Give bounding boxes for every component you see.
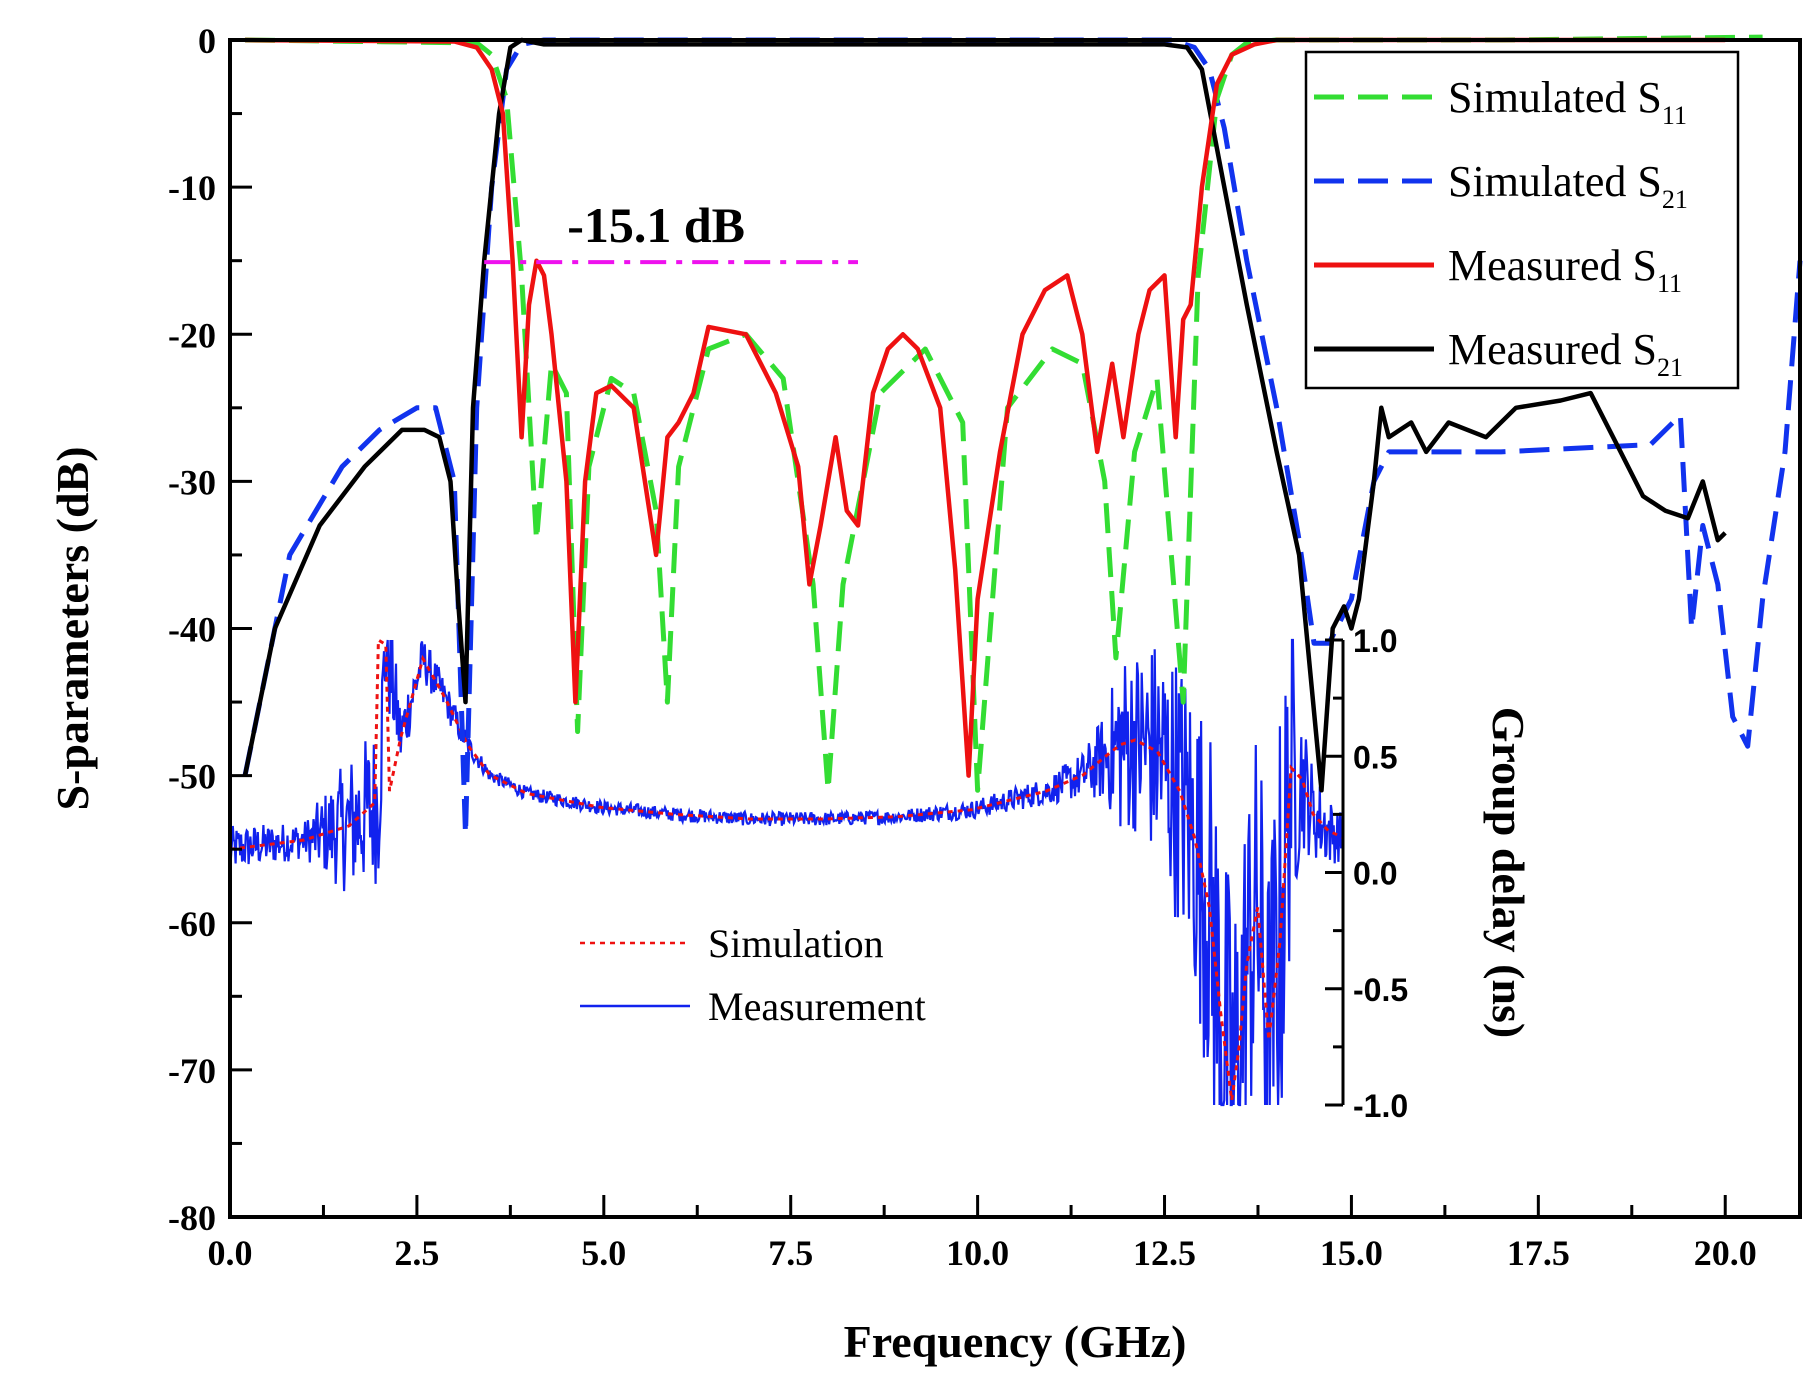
group-delay-tick-label: 0.5 — [1353, 739, 1397, 775]
x-axis-title: Frequency (GHz) — [844, 1316, 1187, 1367]
y-axis-ticks: 0 -10 -20 -30 -40 -50 -60 -70 -80 — [168, 21, 252, 1238]
y-tick-label: -30 — [168, 462, 216, 502]
y-tick-label: -80 — [168, 1198, 216, 1238]
legend-label: Measured S21 — [1448, 325, 1683, 382]
legend: Simulated S11 Simulated S21 Measured S11 Me… — [1304, 50, 1740, 390]
y-tick-label: -50 — [168, 757, 216, 797]
x-tick-label: 10.0 — [946, 1233, 1009, 1273]
x-tick-label: 5.0 — [581, 1233, 626, 1273]
x-tick-label: 12.5 — [1133, 1233, 1196, 1273]
inset-legend-label: Measurement — [708, 984, 926, 1029]
legend-label-subscript: 21 — [1657, 353, 1683, 382]
meas-s21-line — [242, 37, 1727, 793]
x-axis-ticks: 0.0 2.5 5.0 7.5 10.0 12.5 15.0 17.5 20.0 — [208, 1195, 1757, 1273]
y-axis-title: S-parameters (dB) — [47, 446, 98, 810]
y-tick-label: -40 — [168, 610, 216, 650]
s-parameter-series-layer — [242, 34, 1803, 837]
group-delay-layer — [230, 638, 1343, 1107]
group-delay-tick-label: -0.5 — [1353, 972, 1408, 1008]
y-tick-label: -20 — [168, 315, 216, 355]
x-tick-label: 2.5 — [394, 1233, 439, 1273]
inset-legend: Simulation Measurement — [580, 921, 926, 1029]
group-delay-axis-title: Group delay (ns) — [1483, 707, 1534, 1038]
inset-legend-label: Simulation — [708, 921, 884, 966]
legend-label-subscript: 11 — [1662, 101, 1687, 130]
x-tick-label: 17.5 — [1507, 1233, 1570, 1273]
group-delay-tick-label: 1.0 — [1353, 623, 1397, 659]
sim-s11-line — [244, 34, 1763, 793]
y-tick-label: -10 — [168, 168, 216, 208]
x-tick-label: 15.0 — [1320, 1233, 1383, 1273]
group-delay-measurement-line — [230, 638, 1343, 1107]
group-delay-axis: 1.0 0.5 0.0 -0.5 -1.0 — [1325, 623, 1408, 1124]
annotation-label: -15.1 dB — [567, 197, 745, 253]
x-tick-label: 0.0 — [208, 1233, 253, 1273]
legend-label: Simulated S21 — [1448, 157, 1688, 214]
y-tick-label: -60 — [168, 904, 216, 944]
legend-label-subscript: 11 — [1657, 269, 1682, 298]
y-tick-label: 0 — [198, 21, 216, 61]
group-delay-tick-label: -1.0 — [1353, 1088, 1408, 1124]
x-tick-label: 7.5 — [768, 1233, 813, 1273]
group-delay-simulation-line — [230, 638, 1343, 1101]
x-tick-label: 20.0 — [1694, 1233, 1757, 1273]
legend-box — [1304, 50, 1740, 390]
legend-label: Measured S11 — [1448, 241, 1682, 298]
legend-label: Simulated S11 — [1448, 73, 1687, 130]
group-delay-tick-label: 0.0 — [1353, 856, 1397, 892]
y-tick-label: -70 — [168, 1051, 216, 1091]
legend-label-subscript: 21 — [1662, 185, 1688, 214]
meas-s11-line — [244, 37, 1726, 778]
